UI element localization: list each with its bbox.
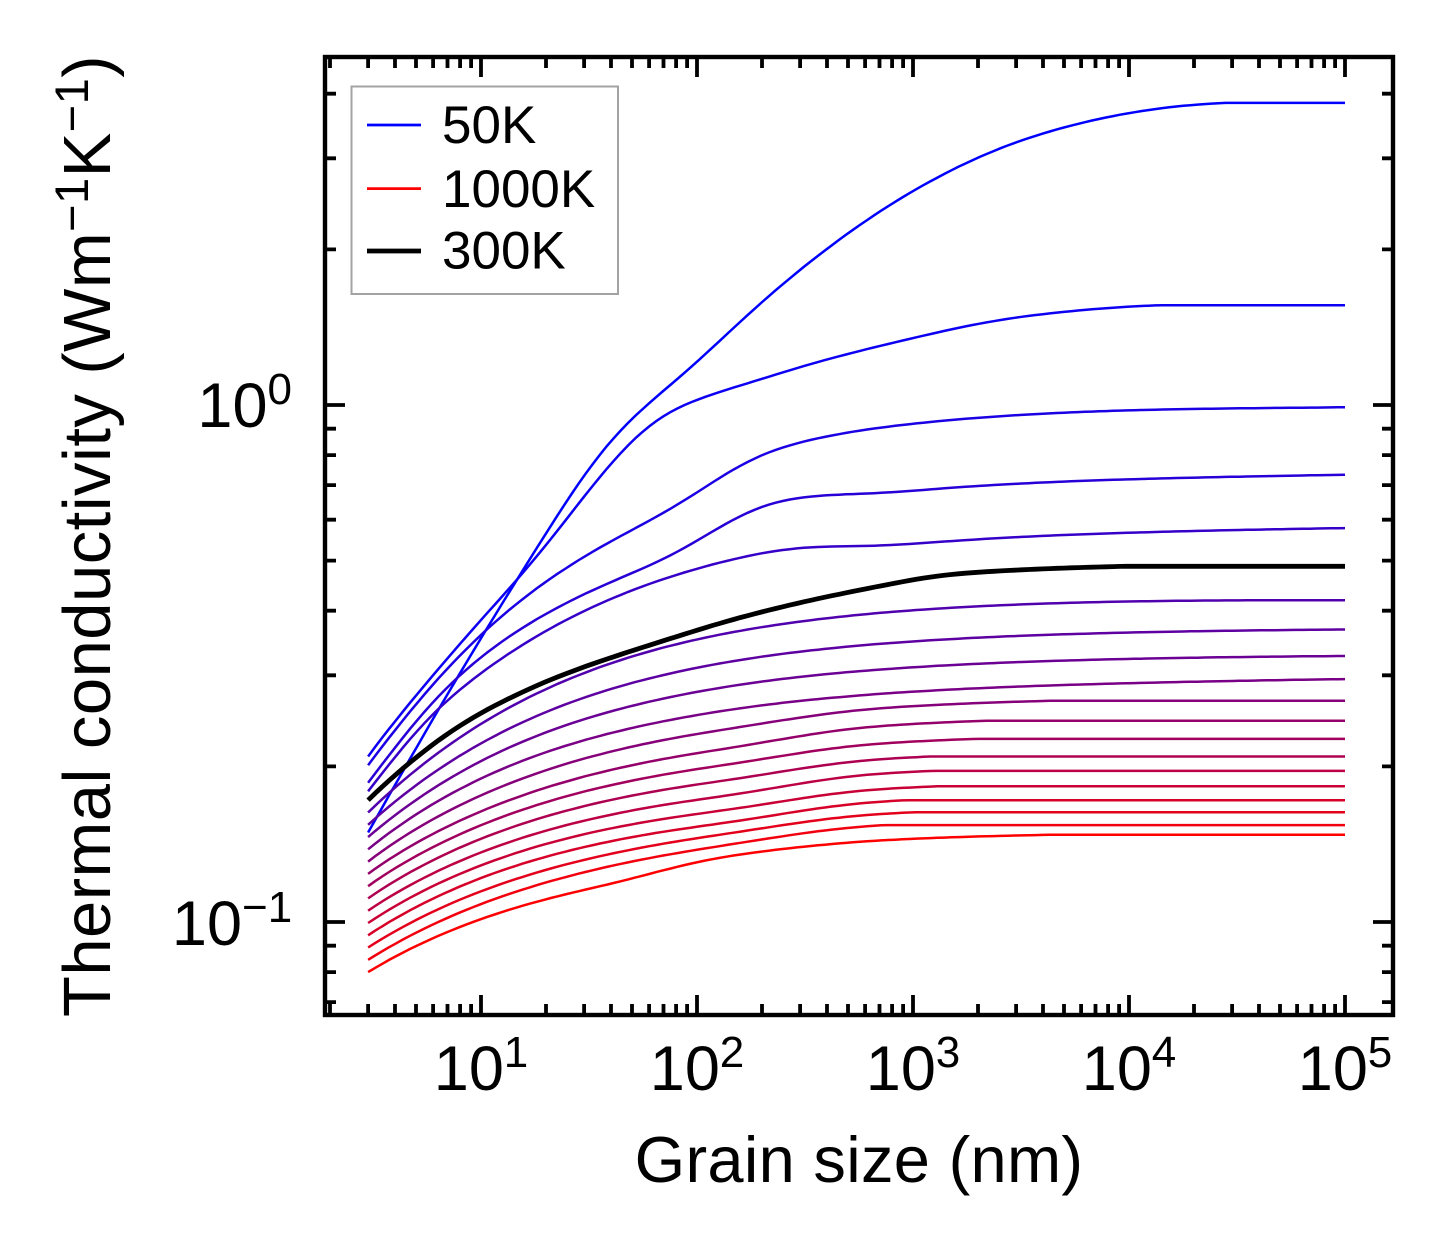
svg-text:10: 10: [650, 1034, 720, 1104]
svg-text:1000K: 1000K: [442, 160, 595, 219]
svg-text:2: 2: [720, 1028, 744, 1077]
svg-text:10: 10: [1082, 1034, 1152, 1104]
svg-text:10: 10: [434, 1034, 504, 1104]
svg-text:10: 10: [866, 1034, 936, 1104]
svg-text:0: 0: [268, 365, 292, 414]
svg-text:Grain size (nm): Grain size (nm): [635, 1123, 1084, 1196]
svg-text:5: 5: [1368, 1028, 1392, 1077]
svg-text:3: 3: [936, 1028, 960, 1077]
svg-text:4: 4: [1152, 1028, 1176, 1077]
svg-text:10: 10: [1298, 1034, 1368, 1104]
svg-text:300K: 300K: [442, 222, 566, 281]
svg-text:10: 10: [172, 889, 242, 959]
svg-text:−1: −1: [242, 883, 292, 932]
svg-text:50K: 50K: [442, 96, 536, 155]
svg-text:10: 10: [197, 371, 267, 441]
svg-text:1: 1: [504, 1028, 528, 1077]
